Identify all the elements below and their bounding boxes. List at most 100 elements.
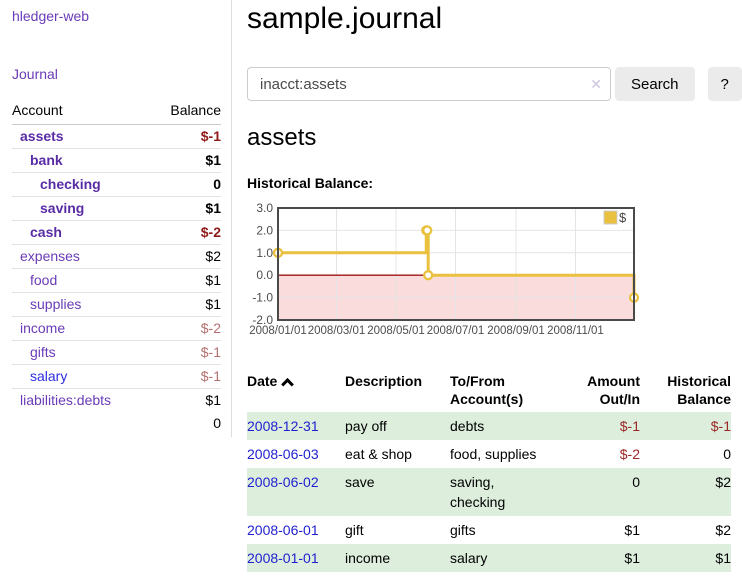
account-tree-body: assets $-1 bank $1 checking 0 saving $1 cash $-2 e…: [12, 125, 221, 412]
transaction-accounts: salary: [450, 550, 488, 566]
transaction-amount: $1: [624, 522, 640, 538]
account-column-header: Account: [12, 98, 151, 125]
account-balance: $1: [150, 292, 221, 317]
transaction-date-link[interactable]: 2008-12-31: [247, 418, 319, 434]
account-link[interactable]: assets: [20, 128, 64, 144]
brand-link[interactable]: hledger-web: [12, 8, 90, 24]
sort-ascending-icon: [281, 377, 295, 391]
y-axis-tick-label: 1.0: [256, 246, 273, 260]
account-link[interactable]: gifts: [30, 344, 56, 360]
account-tree-row: saving $1: [12, 196, 221, 221]
y-axis-tick-label: -1.0: [252, 291, 273, 305]
account-link[interactable]: supplies: [30, 296, 82, 312]
transaction-description: pay off: [345, 418, 387, 434]
account-balance: $-2: [150, 220, 221, 245]
account-balance: $1: [150, 268, 221, 293]
description-column-header: Description: [345, 373, 423, 389]
transaction-amount: $1: [624, 550, 640, 566]
transaction-date-link[interactable]: 2008-06-02: [247, 474, 319, 490]
transaction-row[interactable]: 2008-06-01 gift gifts $1 $2: [247, 516, 731, 544]
transaction-accounts: debts: [450, 418, 485, 434]
register-table: Date Description To/From Account(s) Amou…: [247, 370, 731, 572]
help-button[interactable]: ?: [707, 67, 742, 101]
account-balance: $2: [150, 244, 221, 269]
account-link[interactable]: salary: [30, 368, 68, 384]
account-link[interactable]: income: [20, 320, 66, 336]
account-tree-row: expenses $2: [12, 244, 221, 269]
account-link[interactable]: cash: [30, 224, 62, 240]
sidebar: hledger-web Journal Account Balance asse…: [0, 0, 232, 437]
transaction-accounts: gifts: [450, 522, 476, 538]
accounts-column-header: To/From Account(s): [450, 373, 524, 407]
sidebar-item-journal[interactable]: Journal: [12, 66, 58, 82]
account-tree-row: food $1: [12, 268, 221, 293]
account-tree-row: cash $-2: [12, 220, 221, 245]
transaction-row[interactable]: 2008-06-03 eat & shop food, supplies $-2 0: [247, 440, 731, 468]
account-tree-row: gifts $-1: [12, 340, 221, 365]
transaction-balance: $2: [715, 474, 731, 490]
account-balance: $1: [150, 196, 221, 221]
transaction-row[interactable]: 2008-12-31 pay off debts $-1 $-1: [247, 412, 731, 440]
account-link[interactable]: expenses: [20, 248, 80, 264]
transaction-description: eat & shop: [345, 446, 412, 462]
y-axis-tick-label: 0.0: [256, 268, 273, 282]
account-balance: $-1: [150, 364, 221, 389]
y-axis-tick-label: -2.0: [252, 313, 273, 327]
transaction-row[interactable]: 2008-06-02 save saving, checking 0 $2: [247, 468, 731, 516]
transaction-balance: 0: [723, 446, 731, 462]
transaction-description: save: [345, 474, 375, 490]
x-axis-tick-label: 2008/09/01: [487, 325, 545, 337]
transaction-date-link[interactable]: 2008-06-03: [247, 446, 319, 462]
account-tree-row: liabilities:debts $1: [12, 388, 221, 412]
account-tree-row: supplies $1: [12, 292, 221, 317]
account-link[interactable]: bank: [30, 152, 63, 168]
account-balance: $1: [150, 388, 221, 412]
account-tree-row: salary $-1: [12, 364, 221, 389]
historical-balance-chart[interactable]: 3.0 2.0 1.0 0.0 -1.0 -2.0 2008/01/01 2008/03/01…: [247, 198, 742, 349]
account-balance: $-1: [200, 128, 221, 144]
account-heading: assets: [247, 124, 317, 151]
account-link[interactable]: liabilities:debts: [20, 392, 112, 408]
register-header-row: Date Description To/From Account(s) Amou…: [247, 370, 731, 412]
account-tree-table: Account Balance assets $-1 bank $1 checking 0…: [12, 98, 221, 435]
search-bar: ✕ Search ?: [247, 67, 742, 101]
amount-column-header: Amount Out/In: [587, 373, 640, 407]
search-button[interactable]: Search: [615, 67, 695, 101]
chart-heading: Historical Balance:: [247, 175, 374, 191]
account-tree-row: assets $-1: [12, 125, 221, 149]
account-balance: $-2: [150, 316, 221, 341]
transaction-description: income: [345, 550, 391, 566]
legend-swatch: [603, 210, 618, 225]
account-tree-row: bank $1: [12, 148, 221, 173]
account-tree-total-row: 0: [12, 412, 221, 435]
y-axis-tick-label: 3.0: [256, 201, 273, 215]
x-axis-tick-label: 2008/05/01: [367, 325, 425, 337]
balance-column-header-register: Historical Balance: [667, 373, 731, 407]
x-axis-tick-label: 2008/03/01: [308, 325, 366, 337]
transaction-amount: $-1: [619, 418, 640, 434]
search-input[interactable]: [247, 67, 611, 101]
account-tree-row: income $-2: [12, 316, 221, 341]
transaction-row[interactable]: 2008-01-01 income salary $1 $1: [247, 544, 731, 572]
x-axis-tick-label: 2008/01/01: [249, 325, 307, 337]
transaction-date-link[interactable]: 2008-01-01: [247, 550, 319, 566]
register-body: 2008-12-31 pay off debts $-1 $-1 2008-06-03 ea…: [247, 412, 731, 572]
transaction-amount: $-2: [619, 446, 640, 462]
transaction-date-link[interactable]: 2008-06-01: [247, 522, 319, 538]
account-link[interactable]: checking: [40, 176, 101, 192]
x-axis-tick-label: 2008/07/01: [427, 325, 485, 337]
transaction-balance: $-1: [710, 418, 731, 434]
account-link[interactable]: food: [30, 272, 58, 288]
transaction-accounts: food, supplies: [450, 446, 537, 462]
date-column-header[interactable]: Date: [247, 370, 345, 412]
page-title: sample.journal: [247, 2, 443, 35]
legend-label: $: [619, 210, 627, 225]
data-point-marker: [423, 270, 434, 281]
clear-search-icon[interactable]: ✕: [590, 76, 602, 92]
account-link[interactable]: saving: [40, 200, 85, 216]
transaction-amount: 0: [632, 474, 640, 490]
account-balance: 0: [150, 172, 221, 197]
transaction-balance: $2: [715, 522, 731, 538]
